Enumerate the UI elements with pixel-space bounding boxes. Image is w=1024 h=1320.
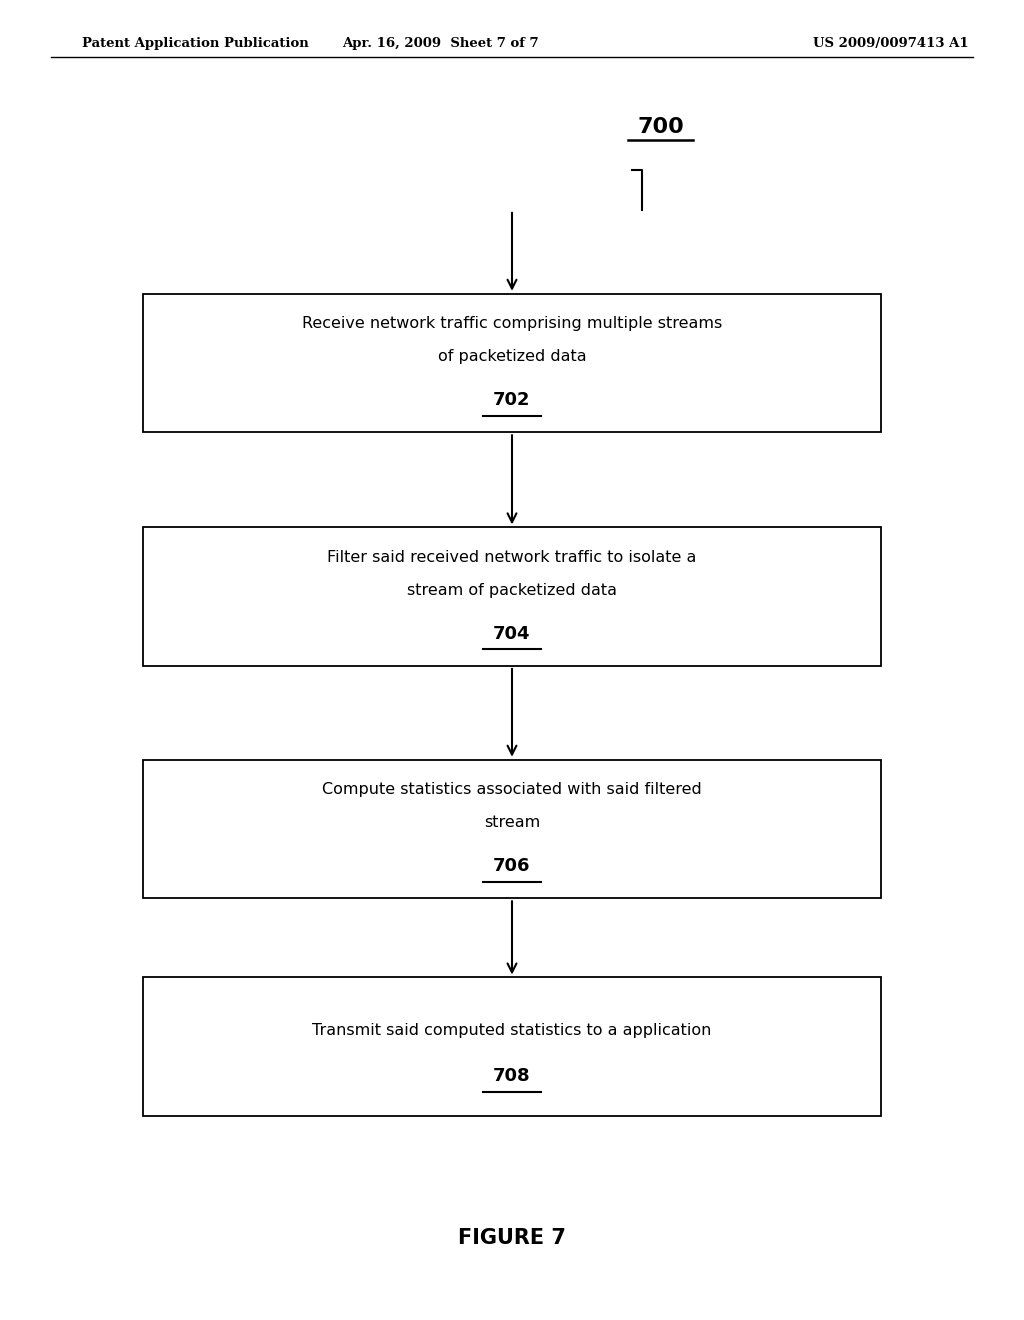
Text: 708: 708 xyxy=(494,1067,530,1085)
Text: stream: stream xyxy=(484,814,540,830)
Text: 704: 704 xyxy=(494,624,530,643)
Text: Patent Application Publication: Patent Application Publication xyxy=(82,37,308,50)
Text: 706: 706 xyxy=(494,857,530,875)
Text: FIGURE 7: FIGURE 7 xyxy=(458,1228,566,1249)
Text: Filter said received network traffic to isolate a: Filter said received network traffic to … xyxy=(328,549,696,565)
FancyBboxPatch shape xyxy=(143,759,881,898)
FancyBboxPatch shape xyxy=(143,977,881,1117)
Text: Receive network traffic comprising multiple streams: Receive network traffic comprising multi… xyxy=(302,315,722,331)
Text: 700: 700 xyxy=(637,117,684,137)
FancyBboxPatch shape xyxy=(143,527,881,665)
Text: US 2009/0097413 A1: US 2009/0097413 A1 xyxy=(813,37,969,50)
FancyBboxPatch shape xyxy=(143,294,881,433)
Text: Transmit said computed statistics to a application: Transmit said computed statistics to a a… xyxy=(312,1023,712,1039)
Text: of packetized data: of packetized data xyxy=(437,348,587,364)
Text: Compute statistics associated with said filtered: Compute statistics associated with said … xyxy=(323,781,701,797)
Text: stream of packetized data: stream of packetized data xyxy=(407,582,617,598)
Text: 702: 702 xyxy=(494,391,530,409)
Text: Apr. 16, 2009  Sheet 7 of 7: Apr. 16, 2009 Sheet 7 of 7 xyxy=(342,37,539,50)
